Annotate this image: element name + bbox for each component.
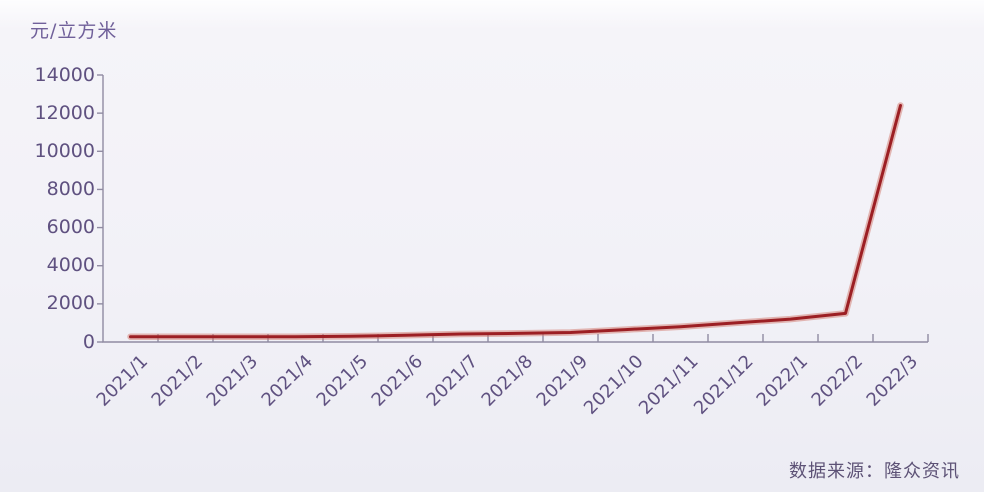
y-axis-tick-label: 2000 bbox=[46, 292, 95, 315]
y-axis-tick-label: 14000 bbox=[34, 63, 95, 86]
y-axis-tick-label: 8000 bbox=[46, 177, 95, 200]
y-axis-tick-label: 10000 bbox=[34, 139, 95, 162]
y-axis-tick-label: 0 bbox=[82, 330, 95, 353]
y-axis-tick-label: 4000 bbox=[46, 254, 95, 277]
y-axis-tick-label: 12000 bbox=[34, 101, 95, 124]
y-axis-unit-label: 元/立方米 bbox=[30, 20, 118, 42]
data-source-label: 数据来源：隆众资讯 bbox=[789, 461, 960, 482]
y-axis-tick-label: 6000 bbox=[46, 216, 95, 239]
